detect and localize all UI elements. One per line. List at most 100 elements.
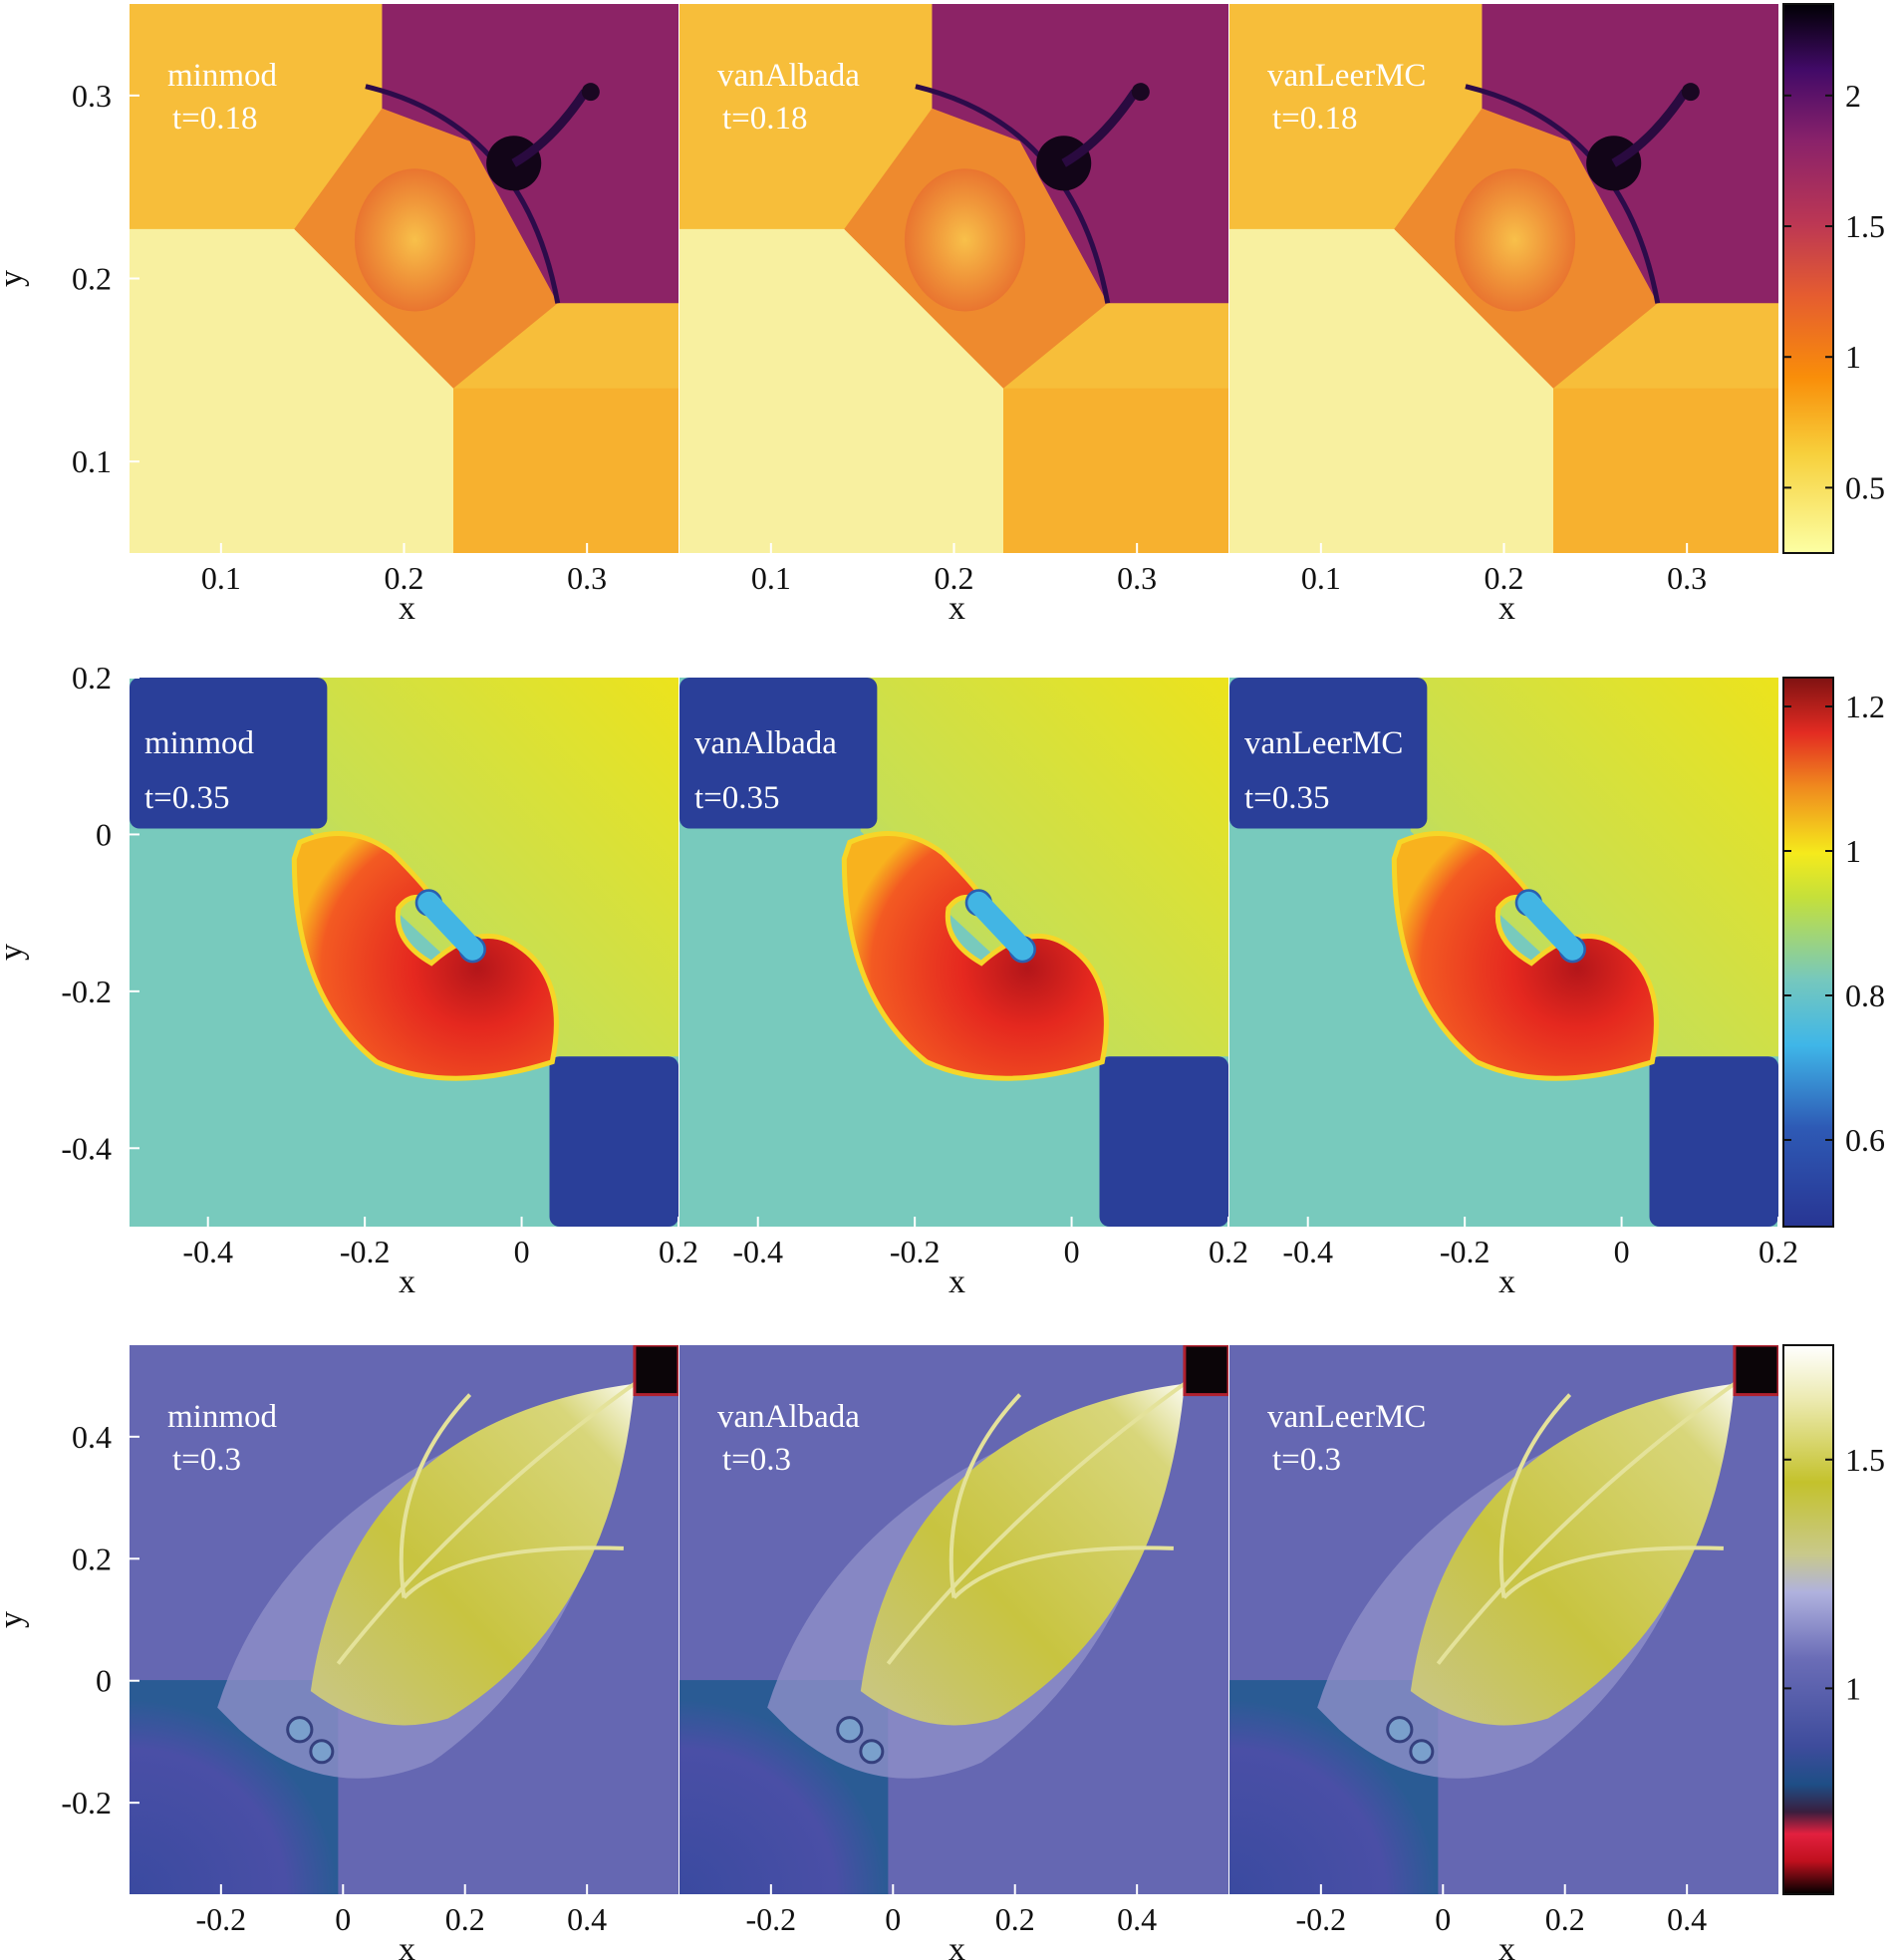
y-axis-label: y [0,944,30,961]
region-fill [130,228,454,553]
x-axis-label: x [949,1931,965,1960]
colorbar-tick-label: 1 [1845,833,1861,869]
region-fill [1733,1345,1778,1397]
colorbar-gradient [1782,3,1834,554]
panel-method-label: vanAlbada [717,1399,860,1435]
heatmap-image [679,678,1228,1227]
heatmap-panel: vanLeerMC t=0.35 -0.4 -0.2 0 0.2 x [1229,678,1798,1300]
jet-filament [1611,89,1690,167]
heatmap-image [679,4,1228,553]
panel-method-label: vanLeerMC [1267,58,1426,94]
region-fill [1553,388,1778,553]
x-tick-label: 0 [335,1901,351,1937]
x-tick-label: 0.2 [1485,560,1524,596]
panel-method-label: vanAlbada [694,725,837,761]
x-tick-label: -0.2 [890,1234,941,1269]
region-fill [549,1056,678,1227]
region-fill [1410,678,1778,1057]
x-tick-label: 0.4 [1667,1901,1707,1937]
shear-band [417,891,484,961]
colorbar: 0.6 0.8 1 1.2 [1782,677,1885,1228]
panel-method-label: vanAlbada [717,58,860,94]
vortex-lower [859,1739,885,1765]
heatmap-panel: vanAlbada t=0.3 -0.2 0 0.2 0.4 x [679,1345,1228,1960]
y-tick-label: -0.4 [61,1130,112,1166]
x-tick-label: 0.1 [1301,560,1341,596]
heatmap-image [130,1345,678,1894]
jet-tip [1131,83,1150,102]
shock-line [1436,1381,1737,1665]
x-tick-label: 0.1 [201,560,241,596]
region-fill [1003,388,1228,553]
x-tick-label: 0.2 [995,1901,1035,1937]
region-fill [1183,1345,1228,1397]
colorbar-tick-label: 1 [1845,1670,1861,1706]
region-fill [904,168,1026,312]
figure-row-3: minmod t=0.3 -0.2 0 0.2 0.4 x vanAlbada t=0.3 -0.… [0,1344,1885,1960]
y-tick-label: 0.3 [72,78,112,114]
region-fill [1229,1700,1439,1894]
region-fill [130,1700,339,1894]
vortex-upper [836,1716,864,1744]
panel-method-label: minmod [144,725,255,761]
vortex-upper [1386,1716,1414,1744]
x-axis-label: x [1498,1931,1515,1960]
x-tick-label: 0.3 [1667,560,1707,596]
colorbar-tick-label: 1.5 [1845,208,1885,244]
x-tick-label: -0.2 [1296,1901,1347,1937]
y-tick-label: 0.2 [72,660,112,696]
panel-method-label: minmod [167,1399,278,1435]
heatmap-panel: vanAlbada t=0.35 -0.4 -0.2 0 0.2 x [679,678,1248,1300]
x-tick-label: 0.2 [1759,1234,1798,1269]
panel-time-label: t=0.35 [694,780,780,816]
x-tick-label: 0.3 [1117,560,1157,596]
panel-time-label: t=0.35 [144,780,230,816]
x-tick-label: 0.1 [751,560,791,596]
heatmap-image [130,4,678,553]
region-fill [453,388,678,553]
colorbar-gradient [1782,677,1834,1228]
colorbar: 0.5 1 1.5 2 [1782,3,1885,554]
x-tick-label: 0.2 [385,560,424,596]
region-fill [860,678,1228,1057]
y-tick-label: 0.2 [72,1540,112,1576]
panel-method-label: vanLeerMC [1267,1399,1426,1435]
colorbar-tick-label: 0.5 [1845,469,1885,505]
heatmap-panel: vanLeerMC t=0.18 0.1 0.2 0.3 x [1229,4,1778,627]
x-tick-label: -0.4 [182,1234,233,1269]
y-tick-label: -0.2 [61,974,112,1009]
shock-line [403,1545,624,1599]
panel-time-label: t=0.35 [1244,780,1330,816]
x-axis-label: x [399,590,415,627]
region-fill [354,168,476,312]
y-tick-label: 0 [96,816,112,852]
shock-line [886,1381,1187,1665]
x-tick-label: 0.2 [659,1234,698,1269]
region-fill [1454,168,1576,312]
panel-time-label: t=0.18 [1272,101,1358,137]
colorbar-tick-label: 1.2 [1845,689,1885,724]
x-tick-label: 0.2 [445,1901,485,1937]
panel-time-label: t=0.3 [1272,1442,1341,1478]
y-tick-label: 0.2 [72,261,112,297]
heatmap-image [130,678,678,1227]
density-mushroom [291,831,559,1081]
region-fill [1229,228,1554,553]
heatmap-image [679,1345,1228,1894]
heatmap-panel: minmod t=0.18 0.1 0.2 0.3 x [130,4,678,627]
panel-time-label: t=0.18 [172,101,258,137]
density-lobe [1410,1383,1735,1726]
x-tick-label: -0.4 [732,1234,783,1269]
colorbar: 11.5 [1782,1344,1885,1895]
x-tick-label: -0.2 [196,1901,247,1937]
colorbar-tick-label: 0.8 [1845,978,1885,1013]
y-axis-label: y [0,1611,30,1628]
figure-row-1: minmod t=0.18 0.1 0.2 0.3 x vanAlbada t=0.18 0.1… [0,3,1885,627]
x-tick-label: 0 [1064,1234,1080,1269]
jet-filament [1061,89,1140,167]
shock-line [399,1393,472,1598]
x-tick-label: 0.4 [567,1901,607,1937]
vortex-lower [309,1739,335,1765]
density-lobe [310,1383,635,1726]
x-tick-label: 0.2 [935,560,974,596]
